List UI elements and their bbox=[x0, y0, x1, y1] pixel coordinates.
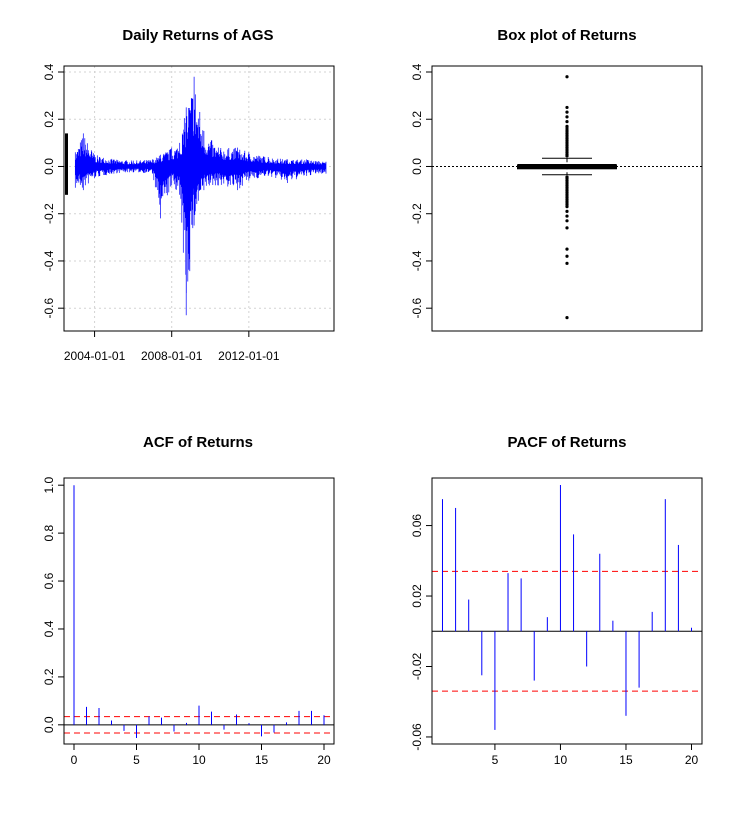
returns-y-tick-label: -0.4 bbox=[42, 250, 56, 271]
boxplot-y-tick-label: 0.4 bbox=[410, 63, 424, 80]
acf-y-tick-label: 0.4 bbox=[42, 620, 56, 637]
returns-title: Daily Returns of AGS bbox=[122, 27, 273, 44]
acf-plot-box bbox=[63, 477, 335, 745]
pacf-x-tick-label: 5 bbox=[492, 753, 499, 767]
boxplot-marks bbox=[432, 75, 702, 320]
returns-y-tick-label: 0.4 bbox=[42, 63, 56, 80]
boxplot-outlier bbox=[565, 209, 569, 213]
pacf-title: PACF of Returns bbox=[508, 434, 627, 451]
boxplot-outlier bbox=[565, 75, 569, 79]
acf-y-tick-label: 0.0 bbox=[42, 716, 56, 733]
returns-y-tick-label: 0.2 bbox=[42, 111, 56, 128]
acf-title: ACF of Returns bbox=[143, 434, 253, 451]
boxplot-outlier bbox=[565, 120, 569, 124]
pacf-y-tick-label: 0.02 bbox=[410, 584, 424, 608]
pacf-x-tick-label: 20 bbox=[685, 753, 699, 767]
acf-y-tick-label: 0.8 bbox=[42, 524, 56, 541]
boxplot-outlier bbox=[565, 214, 569, 218]
returns-grid bbox=[64, 66, 334, 331]
pacf-plot-box bbox=[431, 477, 703, 745]
boxplot-y-tick-label: 0.0 bbox=[410, 158, 424, 175]
acf-x-tick-label: 10 bbox=[192, 753, 206, 767]
acf-y-tick-label: 0.2 bbox=[42, 668, 56, 685]
returns-plot-box bbox=[63, 65, 335, 332]
acf-y-tick-label: 1.0 bbox=[42, 477, 56, 494]
boxplot-title: Box plot of Returns bbox=[497, 27, 636, 44]
boxplot-outlier bbox=[565, 105, 569, 110]
returns-series-line bbox=[74, 76, 327, 316]
boxplot-panel: Box plot of Returns -0.6 -0.4 -0.2 0.0 0.2 0.… bbox=[410, 27, 703, 332]
returns-x-tick-label: 2012-01-01 bbox=[218, 349, 280, 363]
boxplot-outlier bbox=[565, 110, 569, 114]
acf-x-tick-label: 20 bbox=[317, 753, 331, 767]
pacf-y-axis: -0.06 -0.02 0.02 0.06 bbox=[410, 514, 433, 751]
boxplot-y-tick-label: -0.4 bbox=[410, 250, 424, 271]
boxplot-outlier bbox=[565, 261, 569, 265]
pacf-y-tick-label: 0.06 bbox=[410, 514, 424, 538]
acf-marks bbox=[64, 485, 334, 739]
acf-panel: ACF of Returns 0.0 0.2 0.4 0.6 0.8 1.0 0 5 10 15… bbox=[42, 434, 335, 767]
acf-x-tick-label: 15 bbox=[255, 753, 269, 767]
returns-x-tick-label: 2008-01-01 bbox=[141, 349, 203, 363]
pacf-panel: PACF of Returns -0.06 -0.02 0.02 0.06 5 10 15… bbox=[410, 434, 703, 767]
pacf-y-tick-label: -0.02 bbox=[410, 652, 424, 680]
pacf-x-tick-label: 15 bbox=[619, 753, 633, 767]
boxplot-y-tick-label: -0.2 bbox=[410, 203, 424, 224]
boxplot-y-tick-label: -0.6 bbox=[410, 298, 424, 319]
returns-y-tick-label: -0.2 bbox=[42, 203, 56, 224]
returns-series bbox=[65, 76, 327, 316]
boxplot-outlier bbox=[565, 254, 569, 258]
returns-panel: Daily Returns of AGS -0.6 -0.4 -0.2 0.0 0.2 0… bbox=[42, 27, 335, 363]
boxplot-outlier bbox=[565, 219, 569, 223]
pacf-y-tick-label: -0.06 bbox=[410, 723, 424, 751]
boxplot-outlier bbox=[565, 316, 569, 320]
returns-y-tick-label: -0.6 bbox=[42, 298, 56, 319]
acf-x-axis: 0 5 10 15 20 bbox=[71, 743, 331, 767]
boxplot-y-axis: -0.6 -0.4 -0.2 0.0 0.2 0.4 bbox=[410, 63, 433, 319]
pacf-x-tick-label: 10 bbox=[554, 753, 568, 767]
acf-x-tick-label: 0 bbox=[71, 753, 78, 767]
acf-x-tick-label: 5 bbox=[133, 753, 140, 767]
boxplot-outlier bbox=[565, 247, 569, 251]
pacf-marks bbox=[432, 485, 702, 730]
returns-x-tick-label: 2004-01-01 bbox=[64, 349, 126, 363]
boxplot-outlier bbox=[565, 226, 569, 230]
boxplot-outlier bbox=[565, 115, 569, 119]
acf-y-tick-label: 0.6 bbox=[42, 572, 56, 589]
acf-y-axis: 0.0 0.2 0.4 0.6 0.8 1.0 bbox=[42, 477, 65, 733]
returns-y-tick-label: 0.0 bbox=[42, 158, 56, 175]
returns-y-axis: -0.6 -0.4 -0.2 0.0 0.2 0.4 bbox=[42, 63, 65, 319]
pacf-x-axis: 5 10 15 20 bbox=[492, 743, 699, 767]
returns-x-axis: 2004-01-01 2008-01-01 2012-01-01 bbox=[64, 331, 280, 363]
boxplot-y-tick-label: 0.2 bbox=[410, 111, 424, 128]
